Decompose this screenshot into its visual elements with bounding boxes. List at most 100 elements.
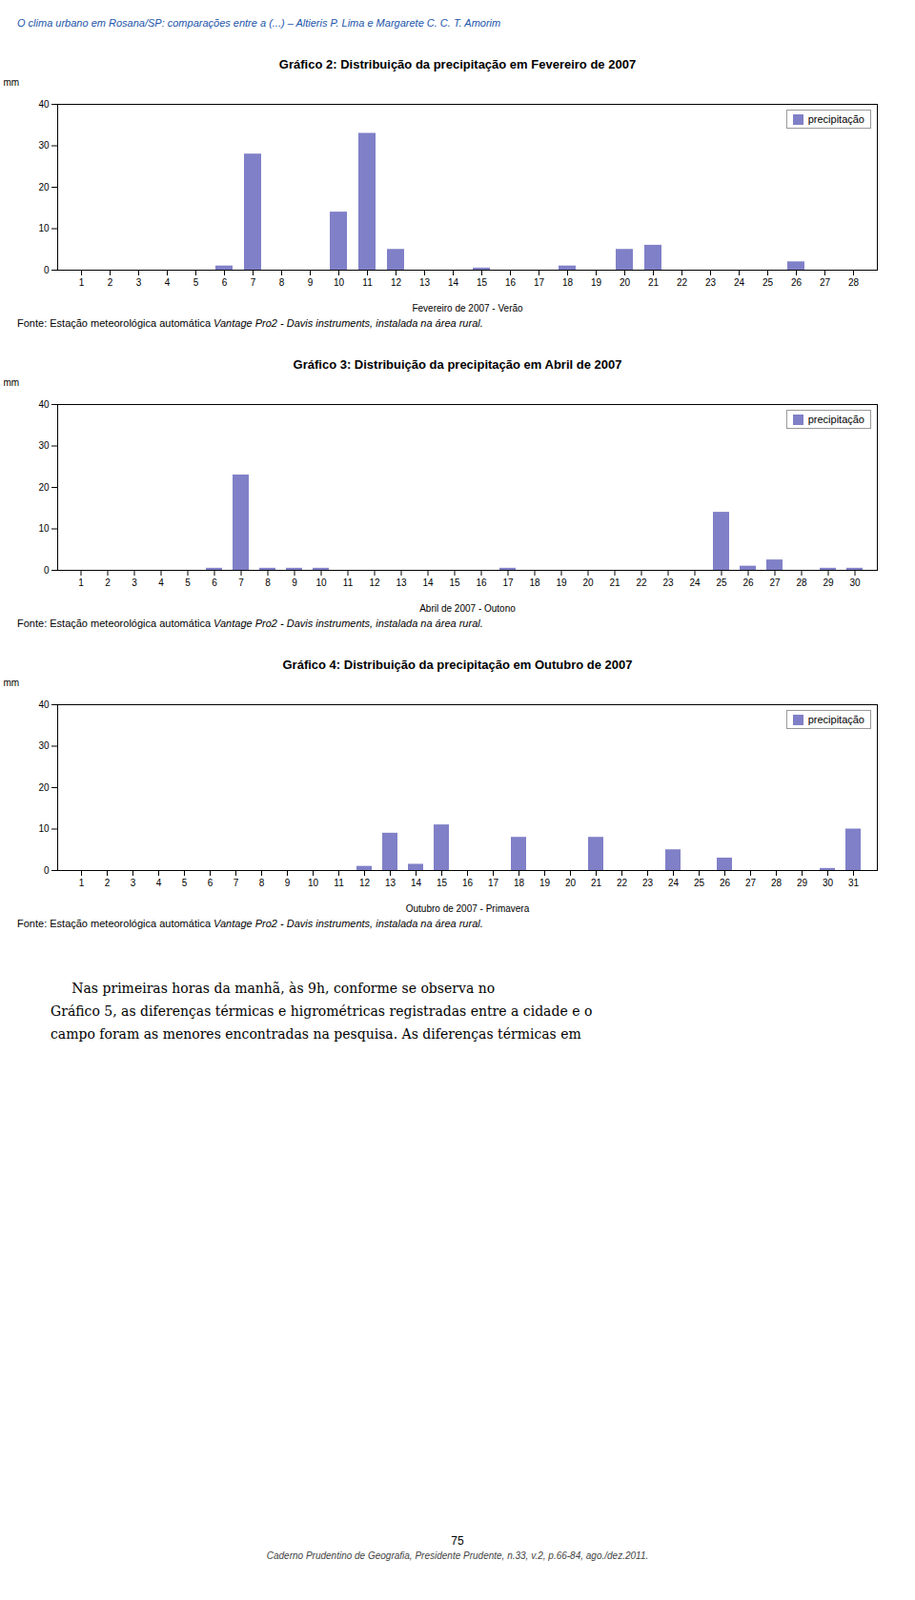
svg-text:7: 7 [238, 577, 244, 589]
svg-text:25: 25 [693, 877, 706, 889]
svg-text:20: 20 [582, 577, 594, 589]
svg-text:1: 1 [78, 577, 84, 589]
svg-text:10: 10 [333, 277, 346, 288]
svg-text:2: 2 [107, 277, 114, 288]
svg-text:29: 29 [822, 577, 834, 589]
svg-text:26: 26 [791, 277, 803, 288]
svg-text:28: 28 [848, 277, 860, 288]
svg-text:0: 0 [43, 865, 50, 876]
svg-text:21: 21 [609, 577, 621, 589]
svg-text:30: 30 [38, 140, 50, 151]
svg-text:13: 13 [395, 577, 407, 589]
svg-text:22: 22 [676, 277, 689, 288]
svg-text:mm: mm [3, 77, 21, 88]
svg-text:20: 20 [619, 277, 631, 288]
svg-text:4: 4 [164, 277, 171, 288]
svg-text:3: 3 [131, 577, 138, 589]
svg-text:27: 27 [745, 877, 757, 889]
svg-text:8: 8 [264, 577, 271, 589]
svg-text:2: 2 [104, 877, 111, 889]
svg-text:22: 22 [616, 877, 629, 889]
svg-text:6: 6 [207, 877, 214, 889]
svg-text:12: 12 [368, 577, 381, 589]
svg-text:18: 18 [562, 277, 574, 288]
svg-text:21: 21 [648, 277, 660, 288]
svg-text:13: 13 [419, 277, 431, 288]
svg-text:20: 20 [38, 482, 50, 493]
svg-text:0: 0 [43, 264, 50, 276]
svg-text:13: 13 [385, 877, 397, 889]
svg-text:28: 28 [795, 577, 808, 589]
svg-text:14: 14 [422, 577, 434, 589]
svg-text:17: 17 [488, 877, 500, 889]
svg-text:21: 21 [590, 877, 603, 889]
svg-text:19: 19 [539, 877, 551, 889]
svg-text:40: 40 [38, 99, 50, 110]
svg-text:10: 10 [38, 523, 50, 534]
svg-text:20: 20 [38, 782, 50, 793]
svg-text:20: 20 [38, 182, 50, 193]
svg-text:9: 9 [284, 877, 291, 889]
svg-text:7: 7 [233, 877, 240, 889]
svg-text:29: 29 [796, 877, 809, 889]
svg-text:10: 10 [38, 823, 50, 834]
svg-text:8: 8 [259, 877, 265, 889]
svg-text:Outubro de 2007 - Primavera: Outubro de 2007 - Primavera [406, 903, 530, 915]
svg-text:14: 14 [410, 877, 423, 889]
svg-text:28: 28 [771, 877, 783, 889]
svg-text:17: 17 [533, 277, 546, 288]
svg-text:18: 18 [528, 577, 541, 589]
svg-text:15: 15 [476, 277, 488, 288]
svg-text:11: 11 [333, 877, 345, 889]
svg-text:7: 7 [250, 277, 257, 288]
svg-text:15: 15 [448, 577, 461, 589]
svg-text:20: 20 [565, 877, 577, 889]
svg-text:30: 30 [38, 740, 50, 752]
svg-text:1: 1 [79, 877, 85, 889]
svg-text:19: 19 [555, 577, 568, 589]
svg-text:6: 6 [211, 577, 218, 589]
svg-text:9: 9 [291, 577, 298, 589]
svg-text:24: 24 [668, 877, 680, 889]
svg-text:25: 25 [762, 277, 774, 288]
svg-text:5: 5 [184, 577, 191, 589]
svg-text:23: 23 [642, 877, 654, 889]
svg-text:6: 6 [222, 277, 228, 288]
svg-text:26: 26 [742, 577, 754, 589]
svg-text:5: 5 [182, 877, 188, 889]
svg-text:25: 25 [715, 577, 728, 589]
svg-text:0: 0 [43, 565, 50, 576]
svg-text:12: 12 [359, 877, 371, 889]
svg-text:19: 19 [590, 277, 603, 288]
svg-text:22: 22 [635, 577, 648, 589]
svg-text:Abril de 2007 - Outono: Abril de 2007 - Outono [419, 603, 516, 614]
svg-text:11: 11 [343, 577, 354, 589]
svg-text:27: 27 [819, 277, 832, 288]
svg-text:11: 11 [362, 277, 373, 288]
svg-text:23: 23 [662, 577, 674, 589]
svg-text:15: 15 [436, 877, 448, 889]
svg-text:9: 9 [307, 277, 314, 288]
svg-text:4: 4 [156, 877, 163, 889]
svg-text:30: 30 [849, 577, 861, 589]
svg-text:16: 16 [505, 277, 517, 288]
svg-text:mm: mm [3, 677, 21, 689]
svg-text:40: 40 [38, 699, 50, 711]
svg-text:mm: mm [3, 377, 21, 388]
svg-text:1: 1 [79, 277, 85, 288]
svg-text:8: 8 [279, 277, 285, 288]
svg-text:14: 14 [447, 277, 460, 288]
svg-text:3: 3 [130, 877, 137, 889]
svg-text:18: 18 [513, 877, 526, 889]
svg-text:40: 40 [38, 399, 50, 410]
svg-text:30: 30 [822, 877, 834, 889]
svg-text:5: 5 [193, 277, 200, 288]
svg-text:2: 2 [104, 577, 111, 589]
svg-text:27: 27 [769, 577, 781, 589]
svg-text:16: 16 [462, 877, 474, 889]
svg-text:12: 12 [390, 277, 403, 288]
svg-text:23: 23 [705, 277, 717, 288]
svg-text:30: 30 [38, 440, 50, 451]
svg-text:26: 26 [719, 877, 732, 889]
svg-text:24: 24 [733, 277, 746, 288]
